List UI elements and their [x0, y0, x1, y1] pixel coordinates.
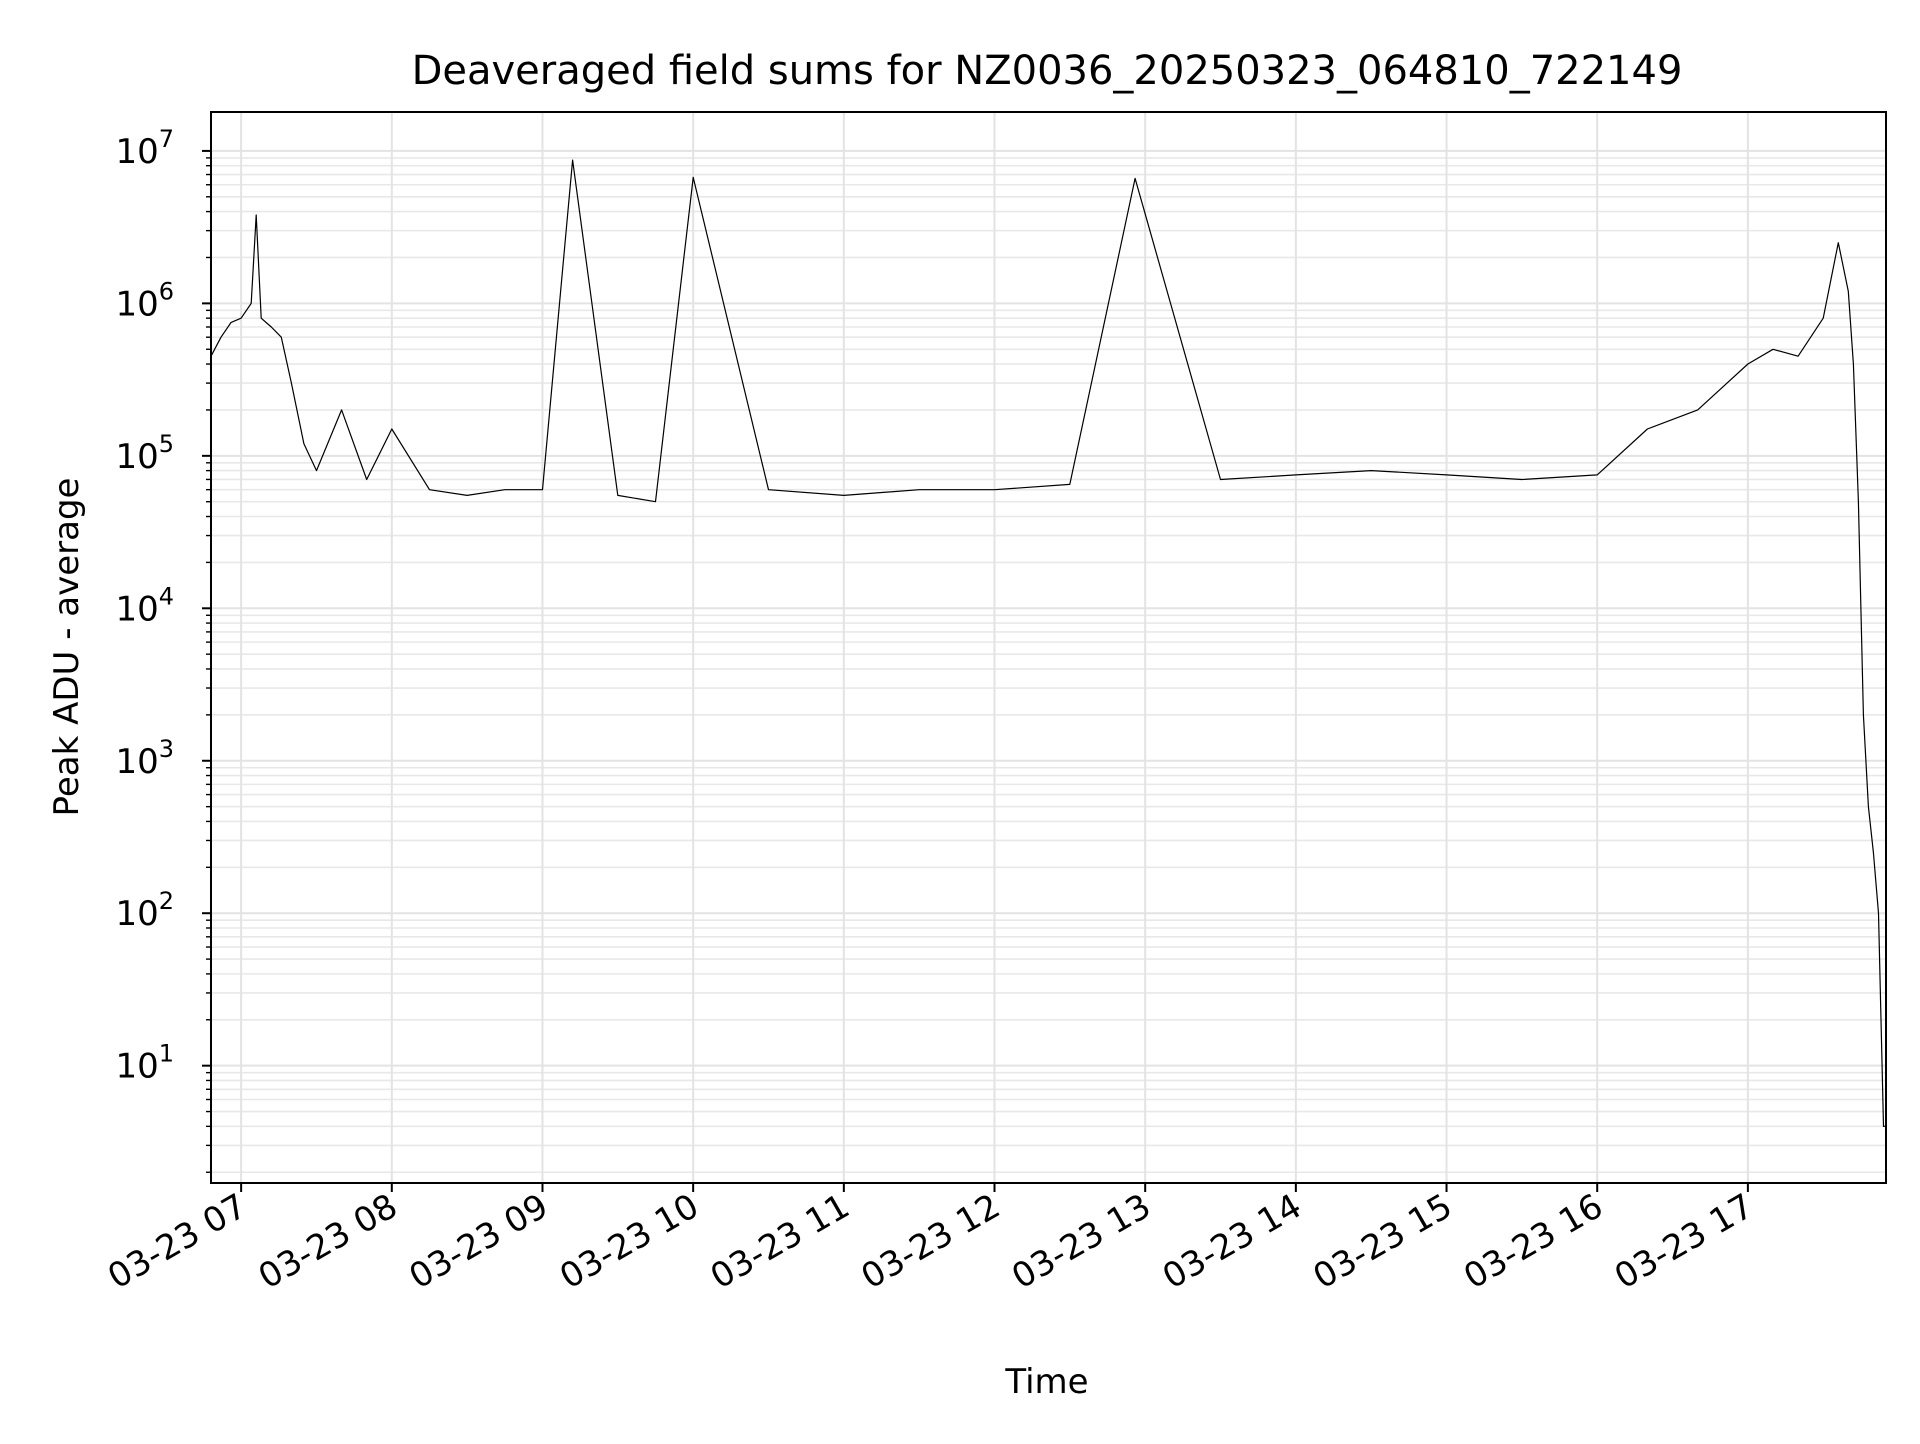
y-tick-label-base: 10 — [115, 589, 158, 629]
y-tick-label-exponent: 2 — [159, 887, 174, 915]
x-tick-label: 03-23 08 — [252, 1186, 404, 1297]
x-axis-label: Time — [1004, 1362, 1088, 1402]
y-tick-label-base: 10 — [115, 1047, 158, 1087]
y-tick-label: 104 — [115, 582, 174, 629]
y-tick-label-exponent: 5 — [159, 430, 174, 458]
y-tick-label-exponent: 6 — [159, 277, 174, 305]
x-tick-label: 03-23 12 — [855, 1186, 1007, 1297]
y-tick-label-exponent: 1 — [159, 1040, 174, 1068]
y-tick-label: 105 — [115, 430, 174, 477]
x-tick-label: 03-23 13 — [1005, 1186, 1157, 1297]
series-line — [210, 159, 1886, 1127]
y-tick-label: 107 — [115, 125, 174, 172]
x-tick-label: 03-23 17 — [1608, 1186, 1760, 1297]
y-tick-label-base: 10 — [115, 284, 158, 324]
y-tick-label-base: 10 — [115, 894, 158, 934]
chart-title: Deaveraged field sums for NZ0036_2025032… — [412, 48, 1683, 94]
x-tick-label: 03-23 11 — [704, 1186, 856, 1297]
x-tick-label: 03-23 14 — [1156, 1186, 1308, 1297]
x-tick-label: 03-23 15 — [1307, 1186, 1459, 1297]
y-tick-label-exponent: 7 — [159, 125, 174, 153]
x-tick-label: 03-23 16 — [1457, 1186, 1609, 1297]
y-tick-label: 106 — [115, 277, 174, 324]
y-tick-label: 101 — [115, 1040, 174, 1087]
plot-area-frame — [210, 111, 1887, 1184]
y-tick-label-exponent: 4 — [159, 582, 174, 610]
y-tick-label-base: 10 — [115, 132, 158, 172]
y-tick-label: 102 — [115, 887, 174, 934]
y-tick-label-base: 10 — [115, 742, 158, 782]
y-tick-label-exponent: 3 — [159, 735, 174, 763]
y-tick-label: 103 — [115, 735, 174, 782]
grid-lines — [211, 112, 1886, 1183]
x-tick-label: 03-23 09 — [403, 1186, 555, 1297]
y-tick-label-base: 10 — [115, 437, 158, 477]
x-tick-label: 03-23 10 — [553, 1186, 705, 1297]
x-tick-label: 03-23 07 — [101, 1186, 253, 1297]
y-axis-label: Peak ADU - average — [47, 478, 87, 817]
